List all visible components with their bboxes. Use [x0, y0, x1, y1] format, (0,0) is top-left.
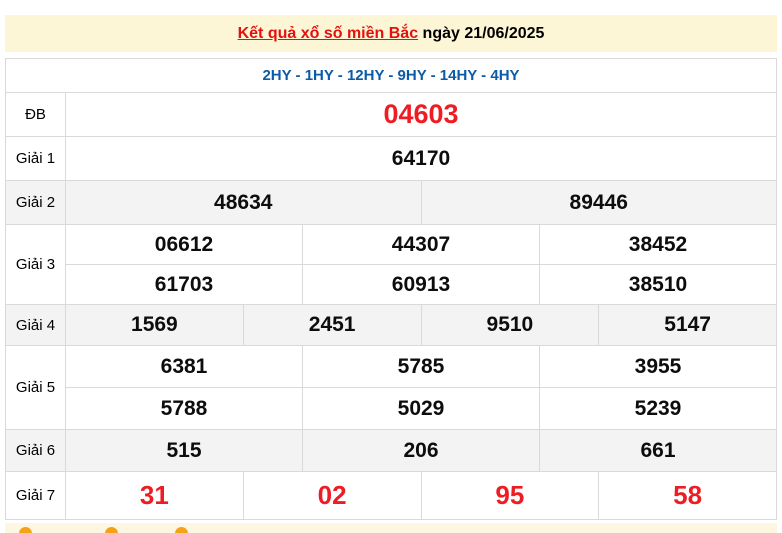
prize-value: 1569	[65, 304, 244, 346]
prize-label-g1: Giải 1	[5, 136, 66, 181]
prize-label-db: ĐB	[5, 92, 66, 137]
prize-value: 515	[65, 429, 303, 472]
prize-value-g7: 95	[420, 471, 600, 520]
table-row: Giải 6 515 206 661	[5, 429, 777, 472]
prize-value-g7: 58	[598, 471, 777, 520]
table-row: Giải 4 1569 2451 9510 5147	[5, 304, 777, 346]
prize-label-g2: Giải 2	[5, 180, 66, 225]
prize-value: 206	[302, 429, 540, 472]
prize-label-g7: Giải 7	[5, 471, 66, 520]
cut-text-fragment	[105, 527, 118, 533]
prize-value: 5788	[65, 387, 303, 430]
table-row: Giải 1 64170	[5, 136, 777, 181]
table-row: Giải 3 06612 44307 38452	[5, 224, 777, 305]
prize-value: 5239	[539, 387, 777, 430]
prize-value: 89446	[420, 180, 777, 225]
prize-value: 6381	[65, 345, 303, 388]
prize-value: 661	[539, 429, 777, 472]
prize-value: 48634	[65, 180, 422, 225]
prize-value: 2451	[242, 304, 422, 346]
prize-value-g7: 02	[242, 471, 422, 520]
title-link[interactable]: Kết quả xổ số miền Bắc	[237, 24, 419, 42]
prize-label-g3: Giải 3	[5, 224, 66, 305]
prize-value: 5147	[598, 304, 777, 346]
table-row: Giải 7 31 02 95 58	[5, 471, 777, 520]
table-row: Giải 2 48634 89446	[5, 180, 777, 225]
prize-value: 60913	[302, 264, 540, 305]
prize-value: 9510	[420, 304, 600, 346]
prize-value: 5029	[302, 387, 540, 430]
station-codes: 2HY - 1HY - 12HY - 9HY - 14HY - 4HY	[5, 58, 777, 93]
prize-value: 38510	[539, 264, 777, 305]
prize-value: 64170	[65, 136, 777, 181]
cut-text-fragment	[175, 527, 188, 533]
prize-value: 61703	[65, 264, 303, 305]
prize-value-db: 04603	[65, 92, 777, 137]
title-date: ngày 21/06/2025	[418, 24, 545, 42]
prize-label-g6: Giải 6	[5, 429, 66, 472]
prize-label-g5: Giải 5	[5, 345, 66, 430]
title-banner: Kết quả xổ số miền Bắc ngày 21/06/2025	[5, 15, 777, 52]
prize-value-g7: 31	[65, 471, 244, 520]
cut-text-fragment	[19, 527, 32, 533]
page: Kết quả xổ số miền Bắc ngày 21/06/2025 2…	[5, 15, 777, 520]
next-section-cutoff-strip	[5, 523, 777, 533]
prize-value: 06612	[65, 224, 303, 265]
prize-value: 3955	[539, 345, 777, 388]
prize-label-g4: Giải 4	[5, 304, 66, 346]
table-row: 2HY - 1HY - 12HY - 9HY - 14HY - 4HY	[5, 58, 777, 93]
prize-value: 44307	[302, 224, 540, 265]
table-row: ĐB 04603	[5, 92, 777, 137]
table-row: 5788 5029 5239	[6, 387, 777, 430]
prize-value: 38452	[539, 224, 777, 265]
table-row: 61703 60913 38510	[6, 264, 777, 305]
results-table: 2HY - 1HY - 12HY - 9HY - 14HY - 4HY ĐB 0…	[5, 58, 777, 520]
table-row: Giải 5 6381 5785 3955	[5, 345, 777, 430]
prize-value: 5785	[302, 345, 540, 388]
